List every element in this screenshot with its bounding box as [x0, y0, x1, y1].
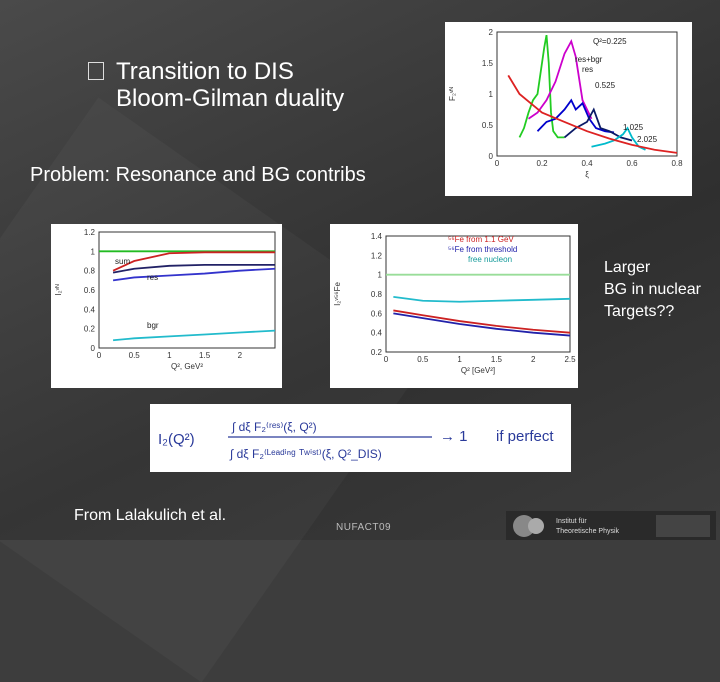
y-tick-label: 1.2 — [371, 251, 383, 260]
series-line — [393, 309, 571, 334]
y-tick-label: 0.4 — [84, 305, 96, 314]
x-tick-label: 0.2 — [536, 159, 548, 168]
university-seal-icon — [656, 515, 710, 537]
formula-graphic: I₂(Q²) ∫ dξ F₂⁽ʳᵉˢ⁾(ξ, Q²) ∫ dξ F₂⁽ᴸᵉᵃᵈⁱ… — [158, 420, 554, 461]
series-label: free nucleon — [468, 255, 512, 264]
side-note: Larger BG in nuclear Targets?? — [604, 257, 701, 323]
x-tick-label: 0.6 — [626, 159, 638, 168]
series-label: 0.525 — [595, 81, 616, 90]
structure-function-plot: 0 0.2 0.4 0.6 0.8 0 0.5 1 1.5 2 ξ F₂ᵛᴺ Q²=0.225 res+b… — [448, 28, 683, 179]
logo-graphic: Institut für Theoretische Physik — [513, 515, 710, 537]
x-axis-label: Q², GeV² — [171, 362, 203, 371]
x-tick-label: 1 — [457, 355, 462, 364]
y-tick-label: 0.8 — [84, 267, 96, 276]
footer-label: NUFACT09 — [336, 522, 392, 533]
series-line — [393, 312, 571, 337]
series-label: ⁵⁶Fe from threshold — [448, 245, 517, 254]
x-tick-label: 1 — [167, 351, 172, 360]
x-tick-label: 0 — [495, 159, 500, 168]
plot-frame — [496, 31, 678, 157]
side-note-line-1: Larger — [604, 259, 651, 276]
series-label: ⁵⁶Fe from 1.1 GeV — [448, 235, 514, 244]
bullet-line-1: Transition to DIS — [116, 58, 294, 85]
series-line — [518, 34, 565, 139]
series-line — [507, 74, 678, 154]
series-label: Q²=0.225 — [593, 37, 627, 46]
series-line — [112, 263, 275, 274]
plot-frame — [98, 231, 276, 349]
x-tick-label: 2.5 — [564, 355, 576, 364]
series-line — [393, 296, 571, 303]
y-tick-label: 0.5 — [482, 121, 494, 130]
series-line — [112, 251, 275, 272]
y-tick-label: 1.4 — [371, 232, 383, 241]
structure-function-chart: 0 0.2 0.4 0.6 0.8 0 0.5 1 1.5 2 ξ F₂ᵛᴺ Q²=0.225 res+b… — [445, 22, 692, 196]
y-axis-label: F₂ᵛᴺ — [448, 86, 457, 101]
series-line — [112, 267, 276, 282]
x-tick-label: 0.5 — [417, 355, 429, 364]
institute-logo: Institut für Theoretische Physik — [506, 511, 716, 540]
bullet-line-2: Bloom-Gilman duality — [116, 85, 345, 112]
credit-text: From Lalakulich et al. — [74, 507, 227, 524]
series-label: res — [582, 65, 593, 74]
x-tick-label: 1.5 — [199, 351, 211, 360]
side-note-line-2: BG in nuclear — [604, 281, 701, 298]
logo-text-1: Institut für — [556, 518, 587, 525]
y-tick-label: 0 — [489, 152, 494, 161]
x-tick-label: 0.5 — [129, 351, 141, 360]
integral-chart-nucleon: 0 0.5 1 1.5 2 0 0.2 0.4 0.6 0.8 1 1.2 Q², GeV² I₂ᵛᴺ su… — [51, 224, 282, 388]
y-tick-label: 0.6 — [371, 309, 383, 318]
y-tick-label: 1 — [489, 90, 494, 99]
integral-plot-nucleon: 0 0.5 1 1.5 2 0 0.2 0.4 0.6 0.8 1 1.2 Q², GeV² I₂ᵛᴺ su… — [54, 228, 276, 371]
y-tick-label: 2 — [489, 28, 494, 37]
series-line — [112, 329, 276, 342]
series-line — [527, 38, 593, 120]
series-label: 1.025 — [623, 123, 644, 132]
integral-chart-iron: 0 0.5 1 1.5 2 2.5 0.2 0.4 0.6 0.8 1 1.2 1.4 Q² [GeV²]… — [330, 224, 578, 388]
plot-frame — [385, 235, 571, 353]
x-tick-label: 1.5 — [491, 355, 503, 364]
x-tick-label: 0.4 — [581, 159, 593, 168]
formula-arrow: → 1 — [440, 428, 468, 445]
y-tick-label: 0.2 — [371, 348, 383, 357]
formula-lhs: I₂(Q²) — [158, 431, 195, 448]
logo-text-2: Theoretische Physik — [556, 528, 620, 535]
series-label: 2.025 — [637, 135, 658, 144]
series-label: res — [147, 273, 158, 282]
y-tick-label: 0.6 — [84, 286, 96, 295]
formula-panel: I₂(Q²) ∫ dξ F₂⁽ʳᵉˢ⁾(ξ, Q²) ∫ dξ F₂⁽ᴸᵉᵃᵈⁱ… — [150, 404, 571, 472]
y-tick-label: 1 — [378, 271, 383, 280]
formula-denominator: ∫ dξ F₂⁽ᴸᵉᵃᵈⁱⁿᵍ ᵀʷⁱˢᵗ⁾(ξ, Q²_DIS) — [229, 447, 382, 461]
x-tick-label: 2 — [531, 355, 536, 364]
side-note-line-3: Targets?? — [604, 303, 675, 320]
logo-emblem-icon — [513, 515, 535, 537]
problem-statement: Problem: Resonance and BG contribs — [30, 164, 366, 186]
x-tick-label: 0 — [384, 355, 389, 364]
y-axis-label: I₂ᵛ⁵⁶Fe — [333, 282, 342, 306]
y-tick-label: 0.8 — [371, 290, 383, 299]
series-label: sum — [115, 257, 130, 266]
series-line — [591, 126, 646, 151]
series-label: res+bgr — [575, 55, 603, 64]
integral-plot-iron: 0 0.5 1 1.5 2 2.5 0.2 0.4 0.6 0.8 1 1.2 1.4 Q² [GeV²]… — [333, 232, 576, 375]
y-tick-label: 1.2 — [84, 228, 96, 237]
formula-numerator: ∫ dξ F₂⁽ʳᵉˢ⁾(ξ, Q²) — [231, 420, 317, 434]
x-tick-label: 0 — [97, 351, 102, 360]
x-tick-label: 0.8 — [671, 159, 683, 168]
x-tick-label: 2 — [238, 351, 243, 360]
y-axis-label: I₂ᵛᴺ — [54, 284, 63, 296]
y-tick-label: 1 — [91, 247, 96, 256]
y-tick-label: 1.5 — [482, 59, 494, 68]
bullet-icon — [88, 62, 104, 80]
series-label: bgr — [147, 321, 159, 330]
y-tick-label: 0.2 — [84, 325, 96, 334]
y-tick-label: 0.4 — [371, 329, 383, 338]
series-line — [536, 98, 615, 134]
x-axis-label: ξ — [585, 170, 589, 179]
logo-emblem-icon — [528, 518, 544, 534]
y-tick-label: 0 — [91, 344, 96, 353]
x-axis-label: Q² [GeV²] — [461, 366, 495, 375]
formula-note: if perfect — [496, 428, 554, 445]
